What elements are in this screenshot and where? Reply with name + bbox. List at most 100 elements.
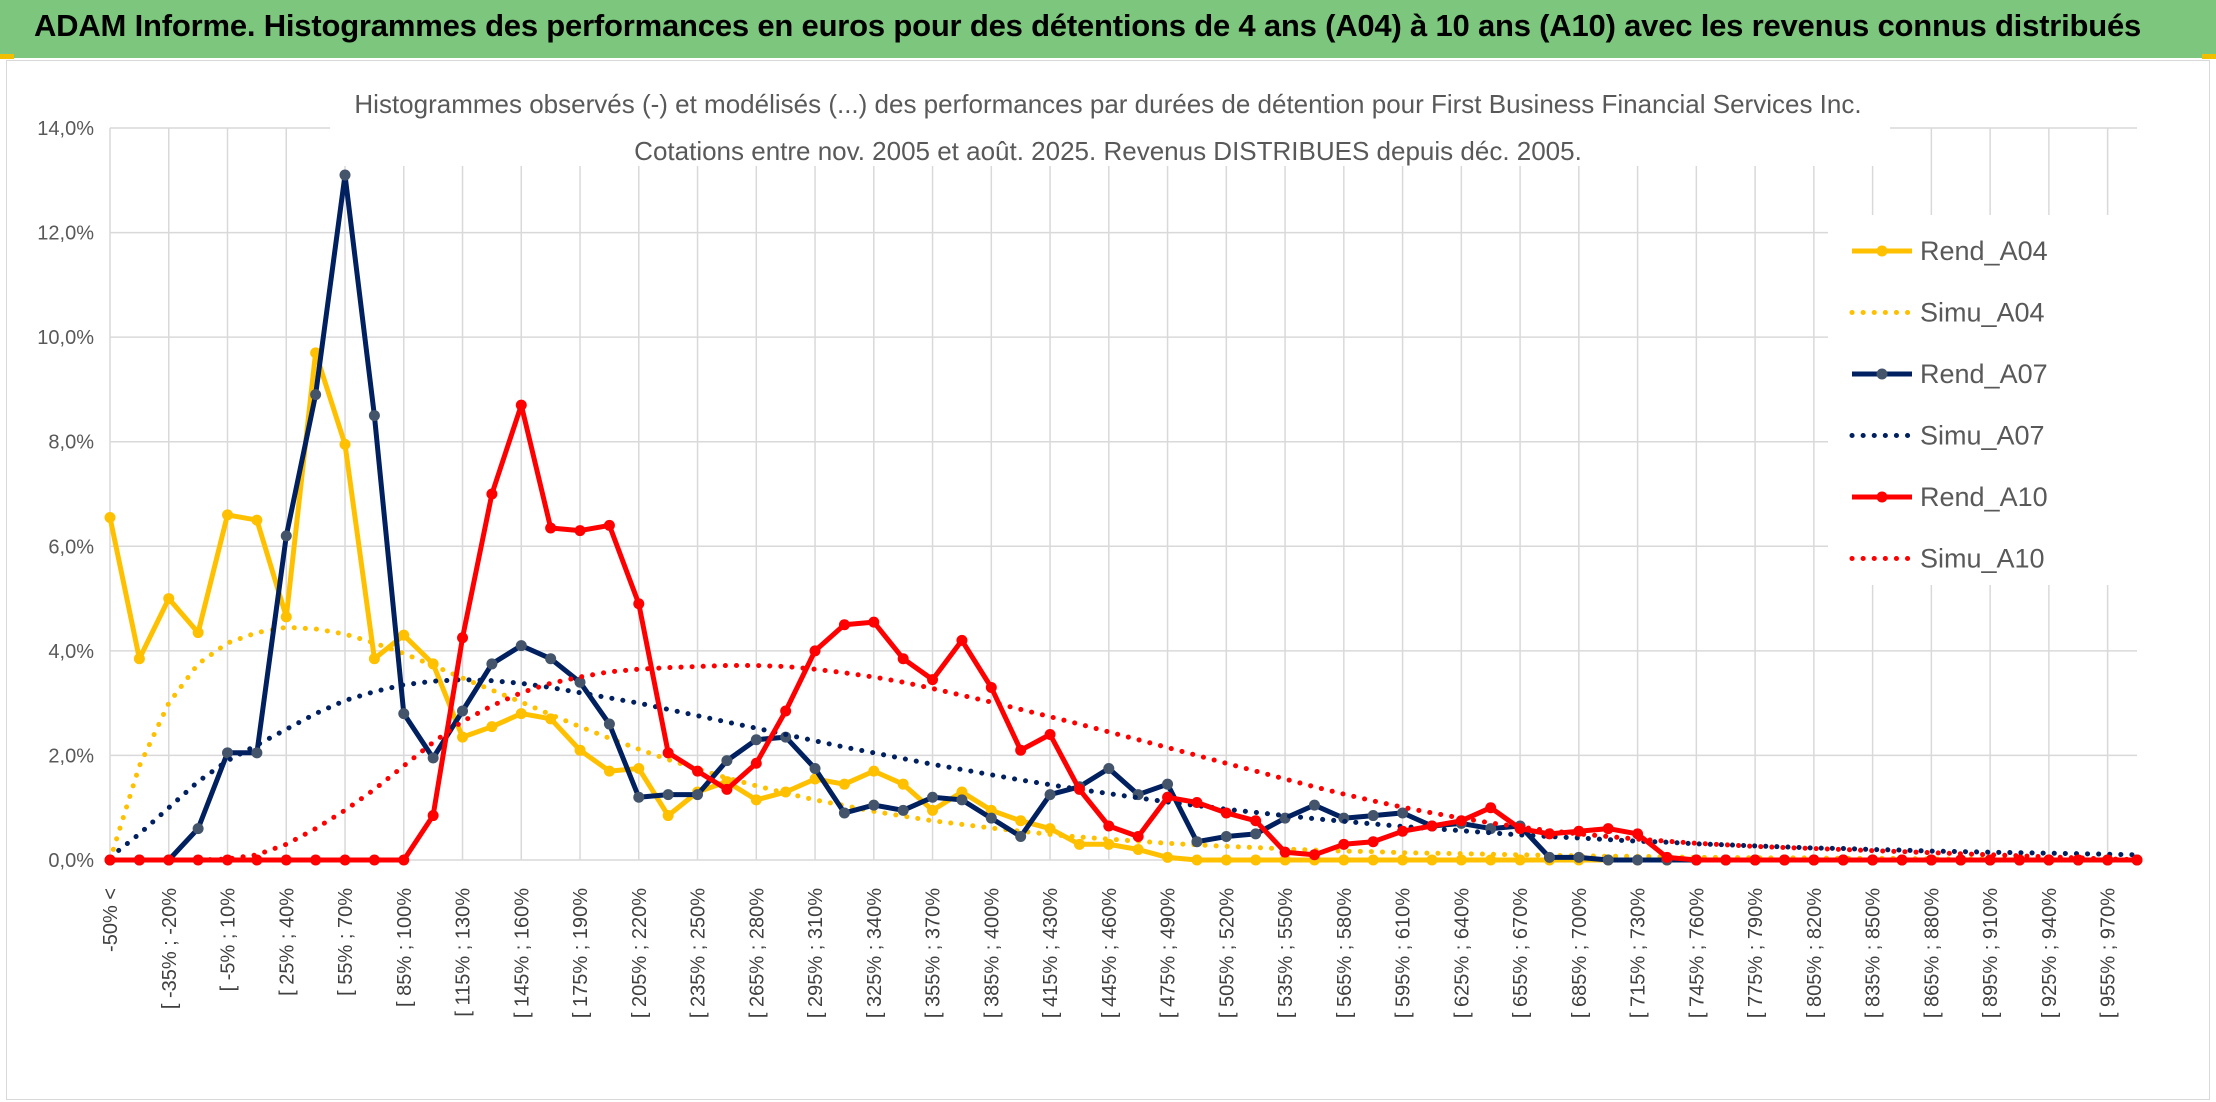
data-point-rend-a04: [1162, 851, 1174, 863]
data-point-rend-a10: [838, 619, 850, 631]
data-point-rend-a04: [1073, 838, 1085, 850]
data-point-rend-a10: [2131, 854, 2143, 866]
data-point-rend-a04: [1220, 854, 1232, 866]
data-point-rend-a07: [721, 755, 733, 767]
data-point-rend-a10: [133, 854, 145, 866]
data-point-rend-a04: [1279, 854, 1291, 866]
data-point-rend-a10: [1602, 823, 1614, 835]
data-point-rend-a04: [897, 778, 909, 790]
data-point-rend-a07: [985, 812, 997, 824]
data-point-rend-a10: [662, 747, 674, 759]
data-point-rend-a10: [1925, 854, 1937, 866]
series-group: [104, 169, 2143, 866]
data-point-rend-a10: [368, 854, 380, 866]
x-tick-label: [ 835% ; 850%: [1863, 888, 1885, 1018]
data-point-rend-a10: [1367, 836, 1379, 848]
data-point-rend-a04: [1485, 854, 1497, 866]
x-tick-label: [ 595% ; 610%: [1393, 888, 1415, 1018]
legend-label-rend-a10: Rend_A10: [1920, 482, 2048, 512]
data-point-rend-a04: [1044, 823, 1056, 835]
legend-label-rend-a04: Rend_A04: [1920, 236, 2048, 266]
data-point-rend-a10: [1749, 854, 1761, 866]
data-point-rend-a07: [486, 658, 498, 670]
data-point-rend-a04: [985, 804, 997, 816]
y-axis: 0,0% 2,0% 4,0% 6,0% 8,0% 10,0% 12,0% 14,0%: [37, 118, 94, 872]
data-point-rend-a04: [368, 653, 380, 665]
data-point-rend-a04: [1397, 854, 1409, 866]
y-tick-label: 12,0%: [37, 223, 94, 245]
x-tick-label: [ 475% ; 490%: [1158, 888, 1180, 1018]
x-tick-label: [ 505% ; 520%: [1216, 888, 1238, 1018]
data-point-rend-a04: [339, 438, 351, 450]
data-point-rend-a04: [574, 744, 586, 756]
data-point-rend-a10: [280, 854, 292, 866]
data-point-rend-a07: [868, 799, 880, 811]
data-point-rend-a04: [1455, 854, 1467, 866]
data-point-rend-a04: [104, 512, 116, 524]
data-point-rend-a10: [1308, 849, 1320, 861]
chart-subtitle: Cotations entre nov. 2005 et août. 2025.…: [634, 136, 1582, 166]
data-point-rend-a10: [515, 399, 527, 411]
data-point-rend-a04: [1426, 854, 1438, 866]
data-point-rend-a10: [1279, 846, 1291, 858]
data-point-rend-a10: [1250, 815, 1262, 827]
data-point-rend-a07: [1162, 778, 1174, 790]
data-point-rend-a10: [1426, 820, 1438, 832]
data-point-rend-a07: [251, 747, 263, 759]
data-point-rend-a07: [662, 789, 674, 801]
data-point-rend-a07: [368, 410, 380, 422]
x-tick-label: [ 415% ; 430%: [1040, 888, 1062, 1018]
x-tick-label: [ 175% ; 190%: [570, 888, 592, 1018]
data-point-rend-a07: [427, 752, 439, 764]
data-point-rend-a04: [603, 765, 615, 777]
x-tick-label: [ 25% ; 40%: [276, 888, 298, 996]
data-point-rend-a10: [1338, 838, 1350, 850]
data-point-rend-a10: [398, 854, 410, 866]
data-point-rend-a04: [662, 810, 674, 822]
data-point-rend-a07: [1191, 836, 1203, 848]
series-line-simu-a10: [107, 663, 2140, 863]
x-tick-label: [ 865% ; 880%: [1921, 888, 1943, 1018]
data-point-rend-a07: [339, 169, 351, 181]
legend-marker-rend-a07: [1876, 368, 1888, 380]
data-point-rend-a10: [1632, 828, 1644, 840]
data-point-rend-a10: [310, 854, 322, 866]
x-tick-label: [ 685% ; 700%: [1569, 888, 1591, 1018]
x-tick-label: [ 445% ; 460%: [1099, 888, 1121, 1018]
data-point-rend-a04: [486, 721, 498, 733]
data-point-rend-a04: [1191, 854, 1203, 866]
data-point-rend-a07: [1220, 830, 1232, 842]
data-point-rend-a07: [280, 530, 292, 542]
data-point-rend-a04: [251, 514, 263, 526]
data-point-rend-a04: [398, 629, 410, 641]
legend-label-simu-a07: Simu_A07: [1920, 421, 2045, 451]
data-point-rend-a10: [339, 854, 351, 866]
x-tick-label: [ -5% ; 10%: [218, 888, 240, 992]
x-tick-label: [ 115% ; 130%: [453, 888, 475, 1017]
data-point-rend-a10: [574, 525, 586, 537]
x-tick-label: [ 295% ; 310%: [805, 888, 827, 1018]
data-point-rend-a10: [1720, 854, 1732, 866]
data-point-rend-a10: [927, 674, 939, 686]
data-point-rend-a04: [838, 778, 850, 790]
x-tick-label: [ 805% ; 820%: [1804, 888, 1826, 1018]
data-point-rend-a07: [1103, 763, 1115, 774]
data-point-rend-a04: [1250, 854, 1262, 866]
data-point-rend-a10: [1896, 854, 1908, 866]
corner-accent-left: [0, 54, 14, 59]
legend-label-simu-a10: Simu_A10: [1920, 544, 2045, 574]
data-point-rend-a10: [1397, 825, 1409, 837]
x-tick-label: [ 745% ; 760%: [1686, 888, 1708, 1018]
data-point-rend-a04: [192, 627, 204, 639]
data-point-rend-a04: [1015, 815, 1027, 827]
x-tick-label: [ 535% ; 550%: [1275, 888, 1297, 1018]
x-tick-label: [ 925% ; 940%: [2039, 888, 2061, 1018]
data-point-rend-a04: [457, 731, 469, 743]
data-point-rend-a07: [1602, 854, 1614, 866]
data-point-rend-a07: [574, 676, 586, 688]
data-point-rend-a10: [1015, 744, 1027, 756]
data-point-rend-a04: [750, 794, 762, 806]
chart-title: Histogrammes observés (-) et modélisés (…: [354, 89, 1861, 119]
data-point-rend-a10: [1103, 820, 1115, 832]
